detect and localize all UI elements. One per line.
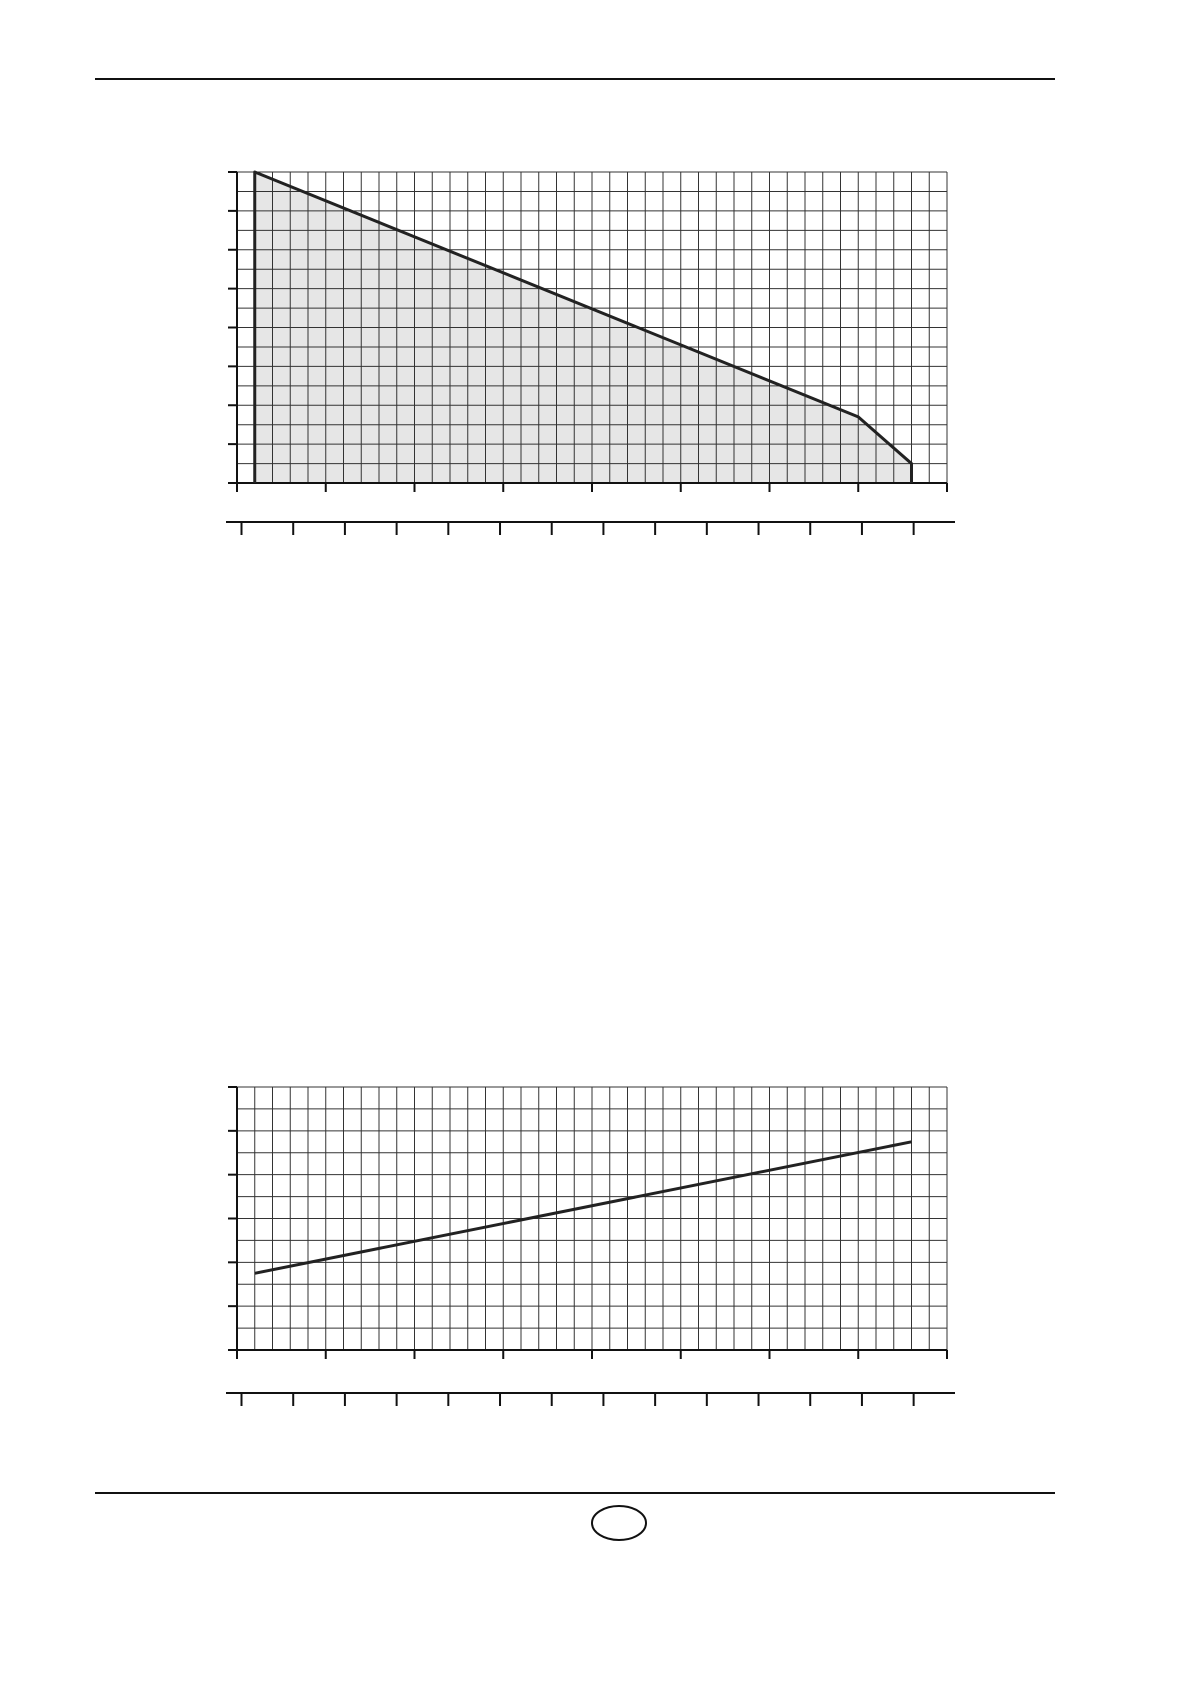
area-outline [253,170,913,483]
page-badge [591,1505,647,1541]
data-line [254,1140,912,1275]
